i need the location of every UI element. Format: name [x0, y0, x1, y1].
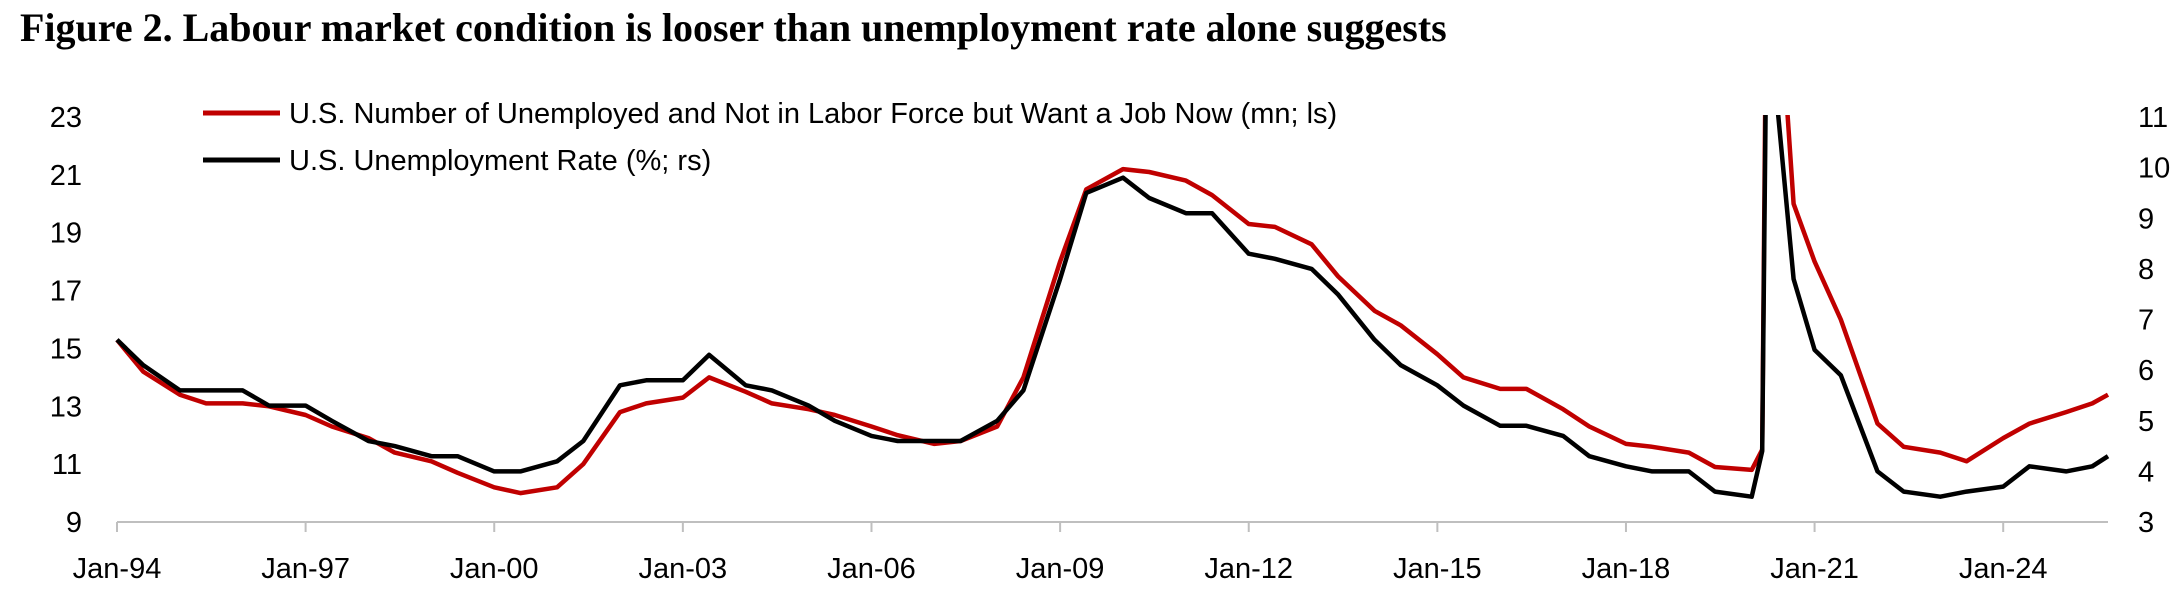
x-tick-label: Jan-21 [1770, 553, 1859, 585]
legend-label-1: U.S. Number of Unemployed and Not in Lab… [289, 98, 1337, 130]
legend: U.S. Number of Unemployed and Not in Lab… [203, 98, 1337, 177]
left-axis-ticks: 9 11 13 15 17 19 21 23 [50, 102, 82, 539]
x-tick-label: Jan-15 [1393, 553, 1482, 585]
x-tick-label: Jan-12 [1204, 553, 1293, 585]
series-line-1 [115, 115, 2110, 496]
left-tick-label: 21 [50, 160, 82, 192]
right-tick-label: 6 [2138, 355, 2154, 387]
left-tick-label: 9 [66, 507, 82, 539]
left-tick-label: 19 [50, 218, 82, 250]
x-tick-label: Jan-09 [1016, 553, 1105, 585]
x-tick-label: Jan-97 [261, 553, 350, 585]
right-tick-label: 8 [2138, 254, 2154, 286]
left-tick-label: 11 [52, 449, 82, 481]
legend-label-2: U.S. Unemployment Rate (%; rs) [289, 145, 711, 177]
x-tick-label: Jan-06 [827, 553, 916, 585]
left-tick-label: 23 [50, 102, 82, 134]
x-tick-label: Jan-24 [1959, 553, 2048, 585]
left-tick-label: 17 [50, 276, 82, 308]
chart-title: Figure 2. Labour market condition is loo… [20, 5, 1447, 50]
series-group [115, 115, 2110, 499]
right-tick-label: 3 [2138, 507, 2154, 539]
series-line-2 [115, 115, 2110, 499]
x-tick-label: Jan-03 [639, 553, 728, 585]
x-tick-label: Jan-94 [73, 553, 162, 585]
x-tick-label: Jan-18 [1582, 553, 1671, 585]
right-tick-label: 10 [2138, 153, 2170, 185]
right-tick-label: 11 [2138, 102, 2168, 134]
right-tick-label: 5 [2138, 406, 2154, 438]
x-axis-ticks: Jan-94 Jan-97 Jan-00 Jan-03 Jan-06 Jan-09 Jan-… [73, 522, 2048, 585]
right-axis-ticks: 3 4 5 6 7 8 9 10 11 [2138, 102, 2170, 539]
right-tick-label: 4 [2138, 456, 2154, 488]
left-tick-label: 15 [50, 333, 82, 365]
right-tick-label: 7 [2138, 305, 2154, 337]
x-tick-label: Jan-00 [450, 553, 539, 585]
left-tick-label: 13 [50, 391, 82, 423]
right-tick-label: 9 [2138, 203, 2154, 235]
